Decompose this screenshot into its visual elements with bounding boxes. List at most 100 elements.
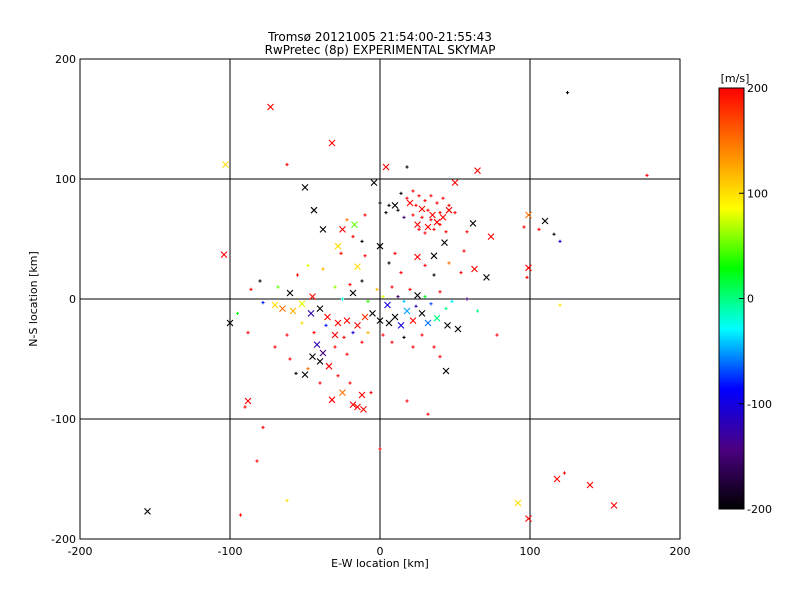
scatter-point-plus [387,203,391,207]
scatter-point-plus [475,309,480,313]
colorbar-tick-label: -200 [747,503,772,516]
scatter-markers [144,91,649,522]
y-tick-label: -100 [51,413,76,426]
scatter-point-x [442,367,450,375]
scatter-point-x [226,319,234,327]
scatter-point-plus [333,345,337,349]
scatter-point-x [441,239,448,246]
scatter-point-x [586,481,594,489]
scatter-point-x [349,289,357,297]
scatter-point-plus [369,391,373,395]
scatter-point-plus [399,271,403,275]
chart-subtitle: RwPretec (8p) EXPERIMENTAL SKYMAP [265,43,496,57]
x-tick-label: 0 [377,545,384,558]
scatter-point-plus [420,333,424,337]
scatter-point-plus [450,299,454,303]
scatter-point-x [309,353,316,360]
scatter-point-plus [348,283,352,287]
scatter-point-plus [318,381,322,385]
colorbar-tick-label: 200 [747,82,768,95]
scatter-point-plus [565,91,570,95]
scatter-point-plus [426,208,430,212]
scatter-point-plus [435,201,439,205]
scatter-point-plus [645,173,649,177]
scatter-point-x [409,317,417,324]
scatter-point-x [331,331,339,339]
scatter-point-plus [285,499,289,503]
scatter-point-plus [396,208,400,212]
scatter-point-plus [363,213,367,217]
scatter-point-x [325,362,333,370]
scatter-point-x [334,242,342,250]
scatter-point-x [424,223,432,231]
scatter-point-plus [411,213,415,217]
scatter-point-plus [417,227,421,231]
scatter-point-x [316,358,324,365]
scatter-point-x [414,253,421,261]
scatter-point-x [319,349,327,357]
y-tick-label: -200 [51,533,76,546]
scatter-point-plus [429,194,433,198]
scatter-point-plus [495,333,499,337]
colorbar-tick-label: -100 [747,398,772,411]
scatter-point-plus [411,189,415,193]
scatter-point-plus [453,211,457,215]
scatter-point-x [310,206,318,214]
scatter-point-x [244,397,252,405]
scatter-point-x [429,211,436,219]
scatter-point-x [444,322,451,329]
scatter-point-x [474,167,481,174]
scatter-point-plus [396,295,400,299]
scatter-point-plus [402,215,406,219]
scatter-point-plus [360,239,364,243]
scatter-point-plus [306,263,310,267]
scatter-point-plus [235,311,240,315]
scatter-point-plus [321,267,325,271]
scatter-point-x [354,403,361,411]
scatter-point-plus [243,405,247,409]
scatter-point-x [313,341,321,348]
scatter-point-x [370,179,378,186]
scatter-point-plus [378,201,382,205]
scatter-point-plus [381,295,385,299]
scatter-point-plus [366,331,370,335]
scatter-point-plus [558,303,562,307]
scatter-point-plus [261,425,265,429]
scatter-point-x [454,325,462,333]
chart-title: Tromsø 20121005 21:54:00-21:55:43 [267,30,492,44]
scatter-point-x [430,252,438,260]
scatter-point-plus [333,285,337,289]
scatter-point-x [397,322,405,329]
scatter-point-plus [402,299,406,303]
scatter-point-x [514,499,522,507]
scatter-point-plus [375,287,379,291]
scatter-point-x [403,307,411,315]
scatter-point-x [391,202,399,209]
scatter-point-x [339,226,346,233]
scatter-point-plus [390,340,394,344]
scatter-point-x [328,396,336,404]
scatter-point-plus [340,297,345,301]
scatter-point-x [469,220,477,227]
scatter-point-plus [459,271,463,275]
scatter-point-x [525,264,532,272]
scatter-point-x [414,292,421,299]
scatter-point-plus [324,323,328,327]
scatter-point-x [553,475,561,483]
scatter-point-plus [384,211,388,215]
scatter-point-plus [423,199,427,203]
colorbar-tick-label: 100 [747,187,768,200]
scatter-point-plus [363,254,367,258]
scatter-point-x [319,226,327,233]
scatter-point-plus [249,287,253,291]
scatter-point-x [369,310,376,317]
x-tick-label: 100 [520,545,541,558]
scatter-point-plus [465,297,469,301]
scatter-point-plus [366,299,370,303]
y-tick-label: 200 [55,53,76,66]
scatter-point-plus [444,230,448,234]
scatter-point-plus [288,357,292,361]
scatter-point-x [439,214,447,221]
colorbar-tick-label: 0 [747,293,754,306]
